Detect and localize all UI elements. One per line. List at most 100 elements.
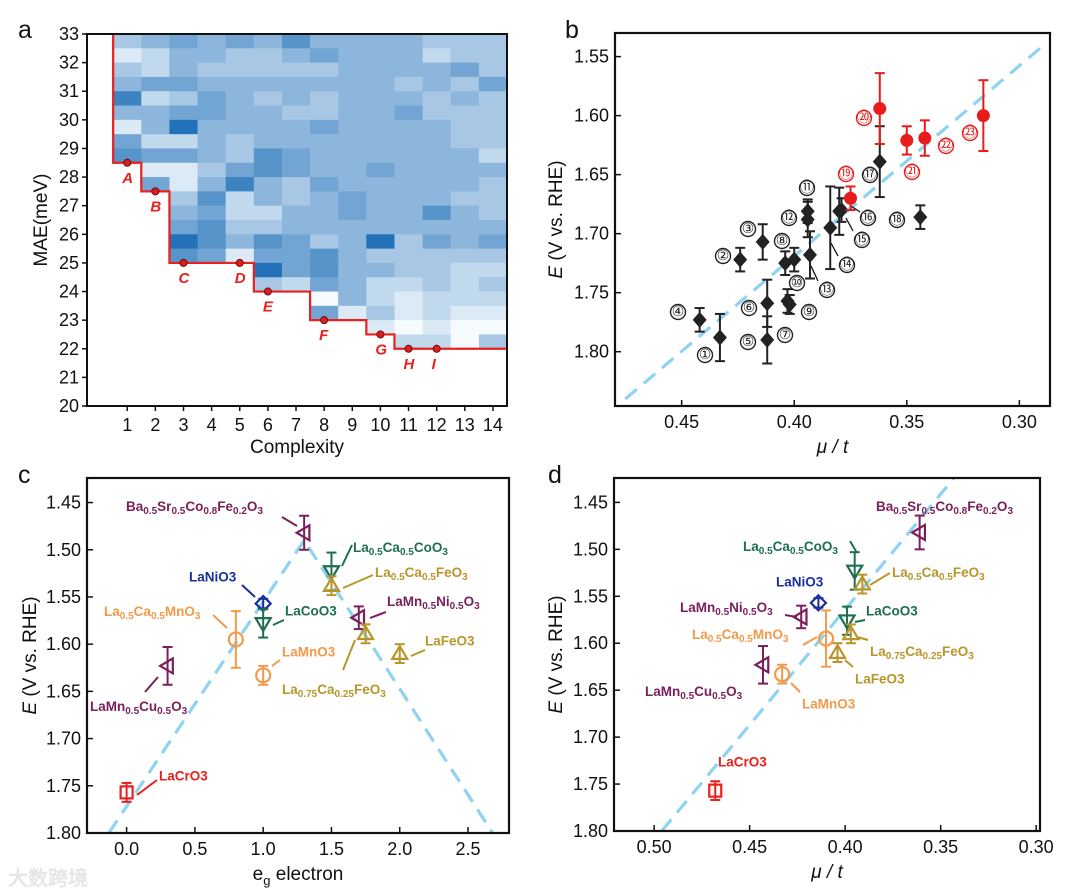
heatmap-cell [338,177,367,192]
point-id-label: ⑭ [840,256,854,272]
heatmap-cell [225,191,255,207]
heatmap-cell [113,105,142,121]
point-id-label: ⑰ [863,166,877,182]
label-leader-line [856,636,869,641]
x-tick-label: 2.0 [387,839,412,859]
x-tick-label: 0.35 [923,837,958,857]
data-point-circle [918,131,932,145]
heatmap-cell [141,148,170,164]
heatmap-cell [450,191,480,207]
data-point-diamond [692,311,707,328]
trend-line [624,43,1046,401]
heatmap-cell [310,248,339,264]
data-point-diamond [834,202,849,219]
heatmap-cell [253,91,283,107]
heatmap-cell [281,105,311,121]
point-id-label: ⑬ [820,281,834,297]
heatmap-cell [422,119,452,135]
heatmap-cell [281,119,311,135]
x-tick-label: 3 [178,415,188,435]
heatmap-cell [422,191,452,207]
arrow-line [810,265,819,282]
heatmap-cell [281,148,311,164]
heatmap-cell [310,177,339,192]
data-point-diamond [712,329,727,346]
y-tick-label: 1.50 [573,539,608,559]
heatmap-cell [394,105,424,121]
y-tick-label: 1.80 [573,821,608,841]
pareto-point [179,258,188,267]
heatmap-cell [197,48,227,64]
heatmap-cell [478,234,508,250]
pareto-point [263,287,272,296]
label-leader-line [854,619,866,623]
data-point-circle [873,102,887,116]
heatmap-cell [478,220,508,235]
panel-letter: a [18,16,32,44]
heatmap-cell [394,305,424,321]
x-tick-label: 0.0 [114,839,139,859]
heatmap-cell [113,48,142,64]
compound-label: LaCoO3 [866,604,918,619]
point-id-label: ④ [672,303,685,319]
heatmap-cell [225,234,255,250]
heatmap-cell [394,148,424,164]
compound-label: LaNiO3 [776,575,824,590]
heatmap-cell [478,291,508,307]
heatmap-cell [113,148,142,164]
x-tick-label: 4 [207,415,217,435]
x-tick-label: 0.30 [1019,837,1054,857]
point-id-circle [861,166,879,184]
heatmap-cell [478,277,508,293]
heatmap-cell [366,305,395,321]
heatmap-cell [141,34,170,49]
data-point-diamond [872,153,887,170]
heatmap-cell [422,205,452,221]
compound-label: LaMn0.5Ni0.5O3 [680,600,773,618]
heatmap-cell [338,148,367,164]
heatmap-cell [225,76,255,92]
pareto-frontier-line [112,34,507,350]
pareto-point-label: I [432,356,437,373]
heatmap-cell [225,162,255,178]
data-point-circle [774,666,791,683]
x-axis-label: Complexity [250,437,344,458]
heatmap-cell [338,62,367,78]
data-point-circle [227,631,244,648]
heatmap-cell [225,34,255,49]
point-id-label: ㉑ [905,163,919,179]
heatmap-cell [394,262,424,278]
heatmap-cell [281,177,311,192]
point-id-label: ⑨ [803,303,816,319]
heatmap-cell [169,91,199,107]
heatmap-cell [169,119,199,135]
point-id-circle [714,247,732,265]
compound-label: LaCoO3 [285,604,337,619]
label-leader-line [241,584,256,598]
y-tick-label: 1.65 [46,681,81,701]
heatmap-cell [366,119,395,135]
heatmap-cell [422,305,452,321]
compound-label: LaMn0.5Ni0.5O3 [387,594,480,612]
point-id-circle [739,220,757,238]
heatmap-cell [338,191,367,207]
heatmap-cell [225,205,255,221]
data-point-left [294,523,311,543]
x-tick-label: 0.45 [732,837,767,857]
data-point-circle [817,630,835,647]
watermark-text: 大数跨境 [8,866,88,890]
x-tick-label: 9 [347,415,357,435]
heatmap-cell [394,34,424,49]
compound-label: LaCrO3 [159,769,208,784]
heatmap-cell [141,48,170,64]
heatmap-cell [394,205,424,221]
data-point-left [157,656,174,676]
heatmap-cell [338,34,367,49]
heatmap-cell [197,191,227,207]
heatmap-cell [366,34,395,49]
heatmap-cell [450,220,480,235]
heatmap-cell [338,277,367,293]
data-point-left [753,655,770,675]
plot-frame [612,476,1042,833]
heatmap-cell [450,334,480,350]
